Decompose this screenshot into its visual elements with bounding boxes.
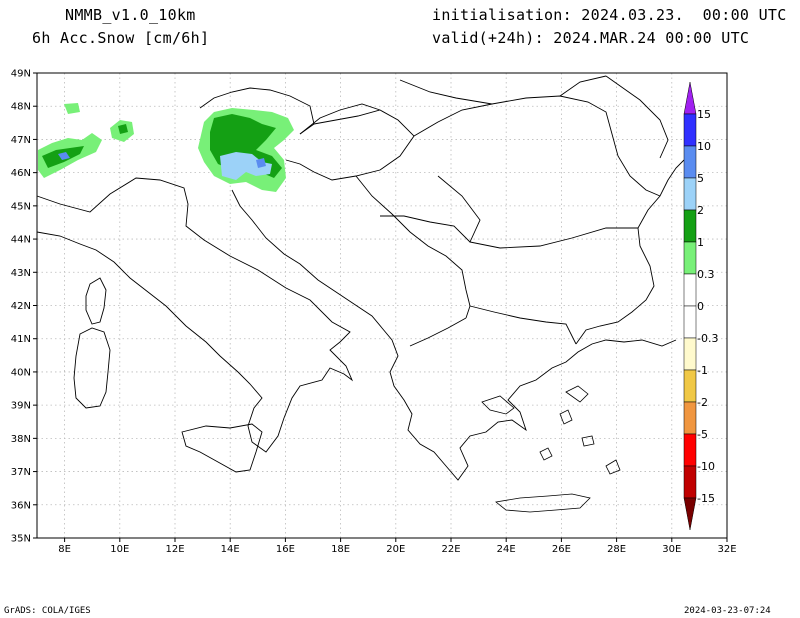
colorbar-swatch <box>683 177 697 211</box>
lat-tick-label: 46N <box>11 168 31 179</box>
rhodes-coastline <box>605 459 621 475</box>
corsica-coastline <box>85 277 107 325</box>
naxos-coastline <box>539 447 553 461</box>
ukraine-border <box>605 75 669 159</box>
lesvos-coastline <box>565 385 589 403</box>
balkan-coastline <box>231 189 677 481</box>
colorbar-swatch <box>683 337 697 371</box>
lat-tick-label: 49N <box>11 69 31 80</box>
euboea-coastline <box>481 395 515 415</box>
graticule <box>37 73 727 538</box>
colorbar-swatch <box>683 369 697 403</box>
lat-tick-label: 40N <box>11 367 31 378</box>
model-title: NMMB_v1.0_10km <box>65 6 196 24</box>
variable-title: 6h Acc.Snow [cm/6h] <box>32 29 210 47</box>
colorbar-swatch <box>683 113 697 147</box>
colorbar-swatch <box>683 497 697 531</box>
colorbar-swatch <box>683 433 697 467</box>
lat-tick-label: 45N <box>11 201 31 212</box>
colorbar-label: 10 <box>697 140 711 153</box>
longitude-labels: 8E 10E 12E 14E 16E 18E 20E 22E 24E 26E 28E 30E 32E <box>58 538 737 555</box>
lon-tick-label: 32E <box>717 544 736 555</box>
snow-area-eastern-alps-peak <box>220 152 272 180</box>
sardinia-coastline <box>73 327 111 409</box>
lon-tick-label: 16E <box>276 544 295 555</box>
colorbar-label: -2 <box>697 396 708 409</box>
valid-time: valid(+24h): 2024.MAR.24 00:00 UTC <box>432 29 750 47</box>
chios-coastline <box>559 409 573 425</box>
colorbar-swatch <box>683 145 697 179</box>
colorbar-swatch <box>683 81 697 115</box>
colorbar-label: -1 <box>697 364 708 377</box>
lat-tick-label: 41N <box>11 334 31 345</box>
lat-tick-label: 36N <box>11 500 31 511</box>
lon-tick-label: 10E <box>110 544 129 555</box>
lat-tick-label: 38N <box>11 434 31 445</box>
colorbar-label: -15 <box>697 492 715 505</box>
lon-tick-label: 12E <box>165 544 184 555</box>
serbia-border <box>355 175 471 319</box>
latitude-labels: 35N 36N 37N 38N 39N 40N 41N 42N 43N 44N 45N 46N 47N 4… <box>11 69 37 545</box>
austria-border <box>199 87 315 135</box>
lat-tick-label: 39N <box>11 401 31 412</box>
snow-area-western-alps-peak <box>58 152 70 160</box>
bulgaria-border <box>409 305 577 347</box>
colorbar-label: -5 <box>697 428 708 441</box>
poland-slovakia-border <box>299 75 607 135</box>
lon-tick-label: 22E <box>441 544 460 555</box>
coastlines-borders <box>36 75 685 481</box>
lon-tick-label: 14E <box>221 544 240 555</box>
colorbar-swatch <box>683 273 697 307</box>
colorbar-swatch <box>683 465 697 499</box>
colorbar-label: 0 <box>697 300 704 313</box>
colorbar-label: 2 <box>697 204 704 217</box>
lon-tick-label: 28E <box>607 544 626 555</box>
romania-border <box>413 95 661 249</box>
colorbar-label: 5 <box>697 172 704 185</box>
sicily-coastline <box>181 423 263 473</box>
snow-area-central-alps-core <box>118 124 128 134</box>
lon-tick-label: 18E <box>331 544 350 555</box>
colorbar-swatch <box>683 241 697 275</box>
hungary-border <box>285 109 415 181</box>
colorbar-label: -10 <box>697 460 715 473</box>
snow-area-eastern-alps-max <box>256 158 266 168</box>
colorbar-label: 0.3 <box>697 268 715 281</box>
lon-tick-label: 20E <box>386 544 405 555</box>
colorbar-label: 1 <box>697 236 704 249</box>
lat-tick-label: 48N <box>11 102 31 113</box>
aegean-islands <box>481 385 621 513</box>
lon-tick-label: 24E <box>497 544 516 555</box>
colorbar-swatch <box>683 209 697 243</box>
footer-credit: GrADS: COLA/IGES <box>4 606 91 616</box>
snow-shading <box>38 103 294 192</box>
lat-tick-label: 35N <box>11 534 31 545</box>
italy-coastline <box>36 177 354 453</box>
lon-tick-label: 8E <box>58 544 71 555</box>
colorbar-label: -0.3 <box>697 332 718 345</box>
lat-tick-label: 42N <box>11 301 31 312</box>
colorbar-label: 15 <box>697 108 711 121</box>
lat-tick-label: 44N <box>11 235 31 246</box>
snow-area-swiss-alps <box>64 103 80 114</box>
lat-tick-label: 43N <box>11 268 31 279</box>
samos-coastline <box>581 435 595 447</box>
lat-tick-label: 47N <box>11 135 31 146</box>
colorbar: 15 10 5 2 1 0.3 0 -0.3 -1 -2 -5 -10 -15 <box>683 81 718 531</box>
colorbar-swatch <box>683 305 697 339</box>
black-sea-coastline <box>575 159 685 345</box>
init-time: initialisation: 2024.03.23. 00:00 UTC <box>432 6 787 24</box>
colorbar-swatch <box>683 401 697 435</box>
lon-tick-label: 30E <box>662 544 681 555</box>
lat-tick-label: 37N <box>11 467 31 478</box>
lon-tick-label: 26E <box>552 544 571 555</box>
crete-coastline <box>495 493 591 513</box>
footer-timestamp: 2024-03-23-07:24 <box>684 606 771 616</box>
